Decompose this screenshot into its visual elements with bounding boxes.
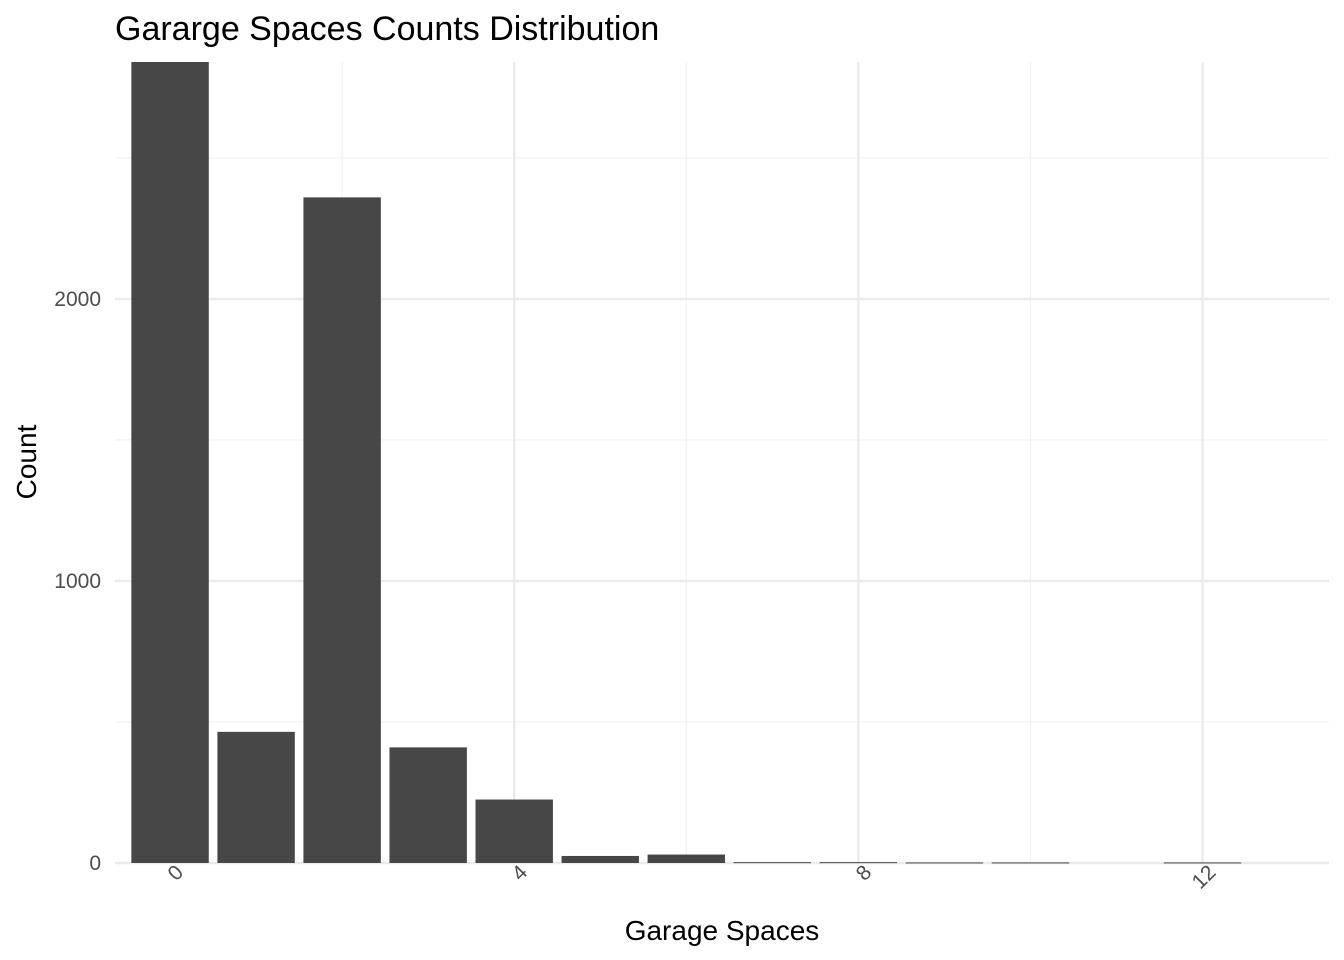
bar [561, 855, 639, 863]
bar [647, 854, 726, 863]
x-tick-label: 12 [1188, 861, 1221, 894]
bar [819, 862, 898, 864]
bar [131, 62, 209, 863]
y-axis-title: Count [11, 424, 42, 499]
x-tick-label: 4 [508, 861, 533, 886]
y-tick-label: 1000 [54, 570, 101, 593]
x-tick-label: 0 [164, 861, 189, 886]
chart-title: Gararge Spaces Counts Distribution [115, 10, 659, 48]
x-axis-ticks: 0 4 8 12 [164, 861, 1221, 894]
bar [1163, 862, 1242, 864]
bar [475, 799, 553, 863]
bar [905, 862, 984, 864]
y-axis-ticks: 0 1000 2000 [54, 288, 101, 875]
bar [733, 862, 812, 864]
bar [303, 197, 381, 864]
bar [991, 862, 1070, 864]
x-tick-label: 8 [852, 861, 877, 886]
y-tick-label: 0 [89, 852, 101, 875]
x-axis-title: Garage Spaces [625, 915, 820, 946]
bar [217, 731, 295, 863]
y-tick-label: 2000 [54, 288, 101, 311]
bars [131, 62, 1242, 864]
bar [389, 747, 467, 863]
gridlines [115, 62, 1329, 865]
